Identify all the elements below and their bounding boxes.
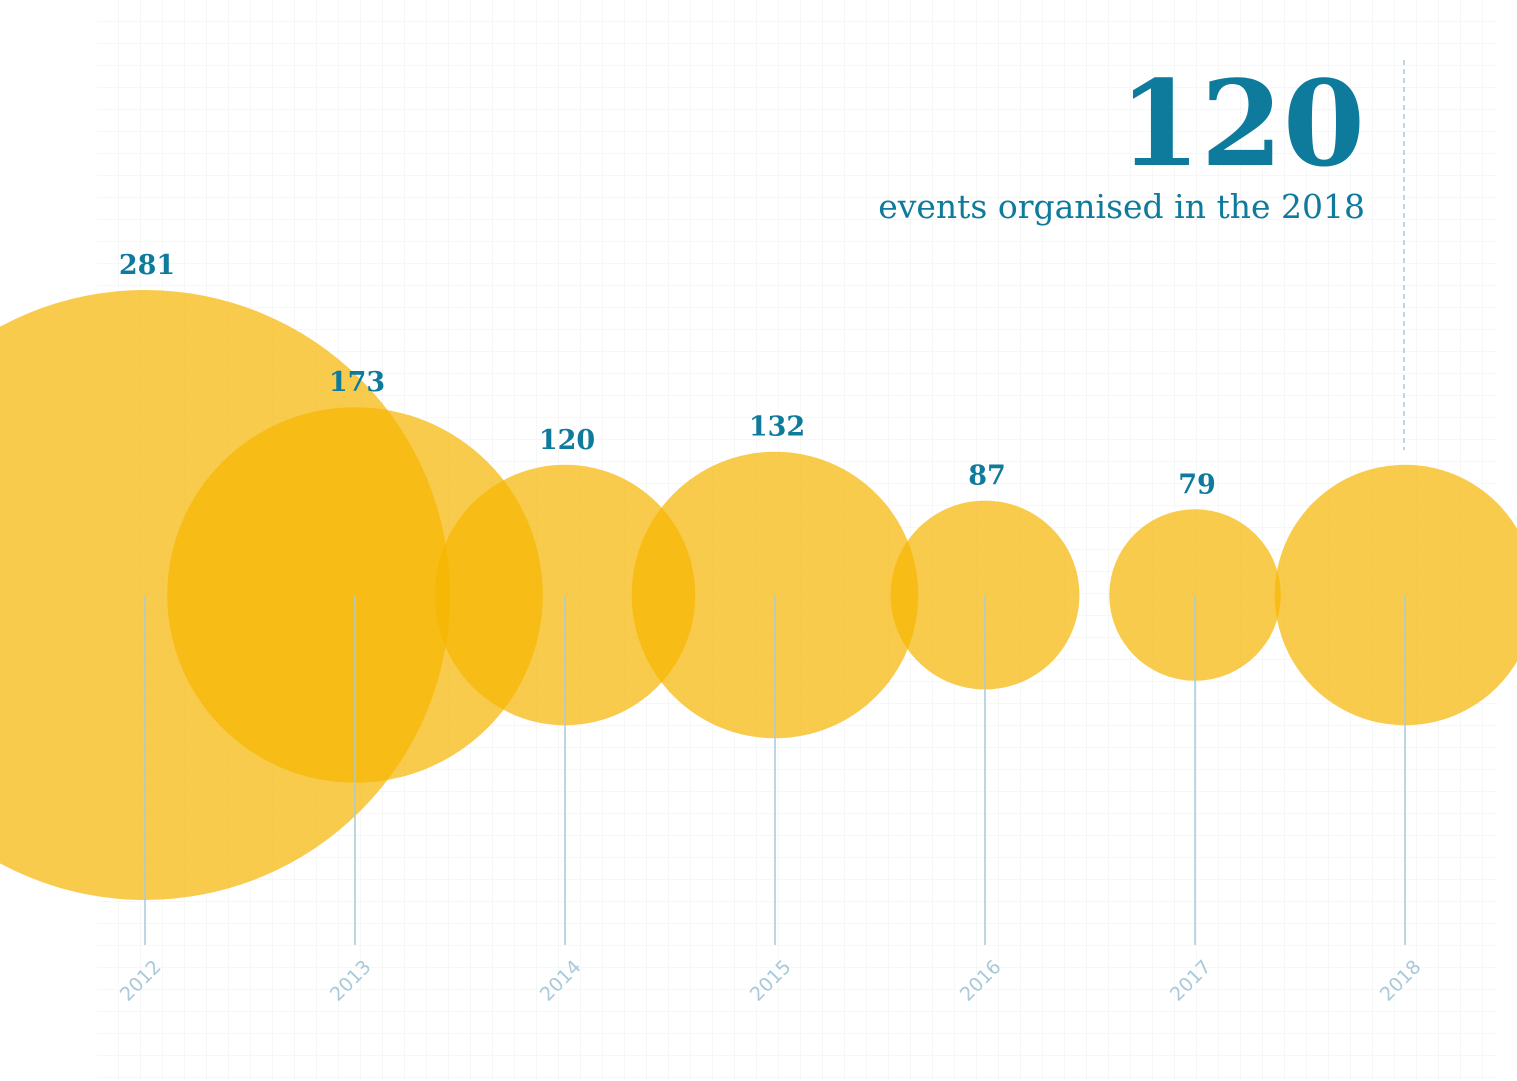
bubble — [1274, 464, 1517, 726]
value-label: 173 — [329, 367, 385, 398]
value-label: 281 — [119, 250, 175, 281]
value-label: 79 — [1178, 469, 1216, 500]
value-label: 120 — [539, 425, 595, 456]
value-label: 87 — [968, 461, 1006, 492]
stems — [144, 595, 1406, 945]
value-label: 132 — [749, 412, 805, 443]
headline-subtitle: events organised in the 2018 — [878, 187, 1365, 226]
headline-value: 120 — [1119, 54, 1365, 193]
